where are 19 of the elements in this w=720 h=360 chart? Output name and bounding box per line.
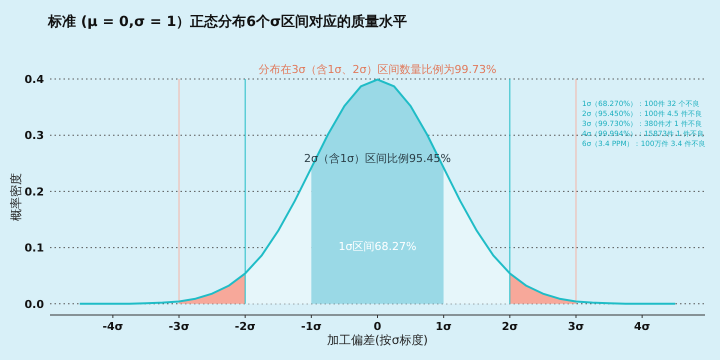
y-tick-label: 0.4: [24, 73, 44, 86]
annotation: 1σ区间68.27%: [338, 240, 416, 253]
x-tick-label: 4σ: [634, 320, 650, 333]
y-tick-label: 0.0: [24, 298, 44, 311]
x-tick-label: 0: [374, 320, 382, 333]
text: 分布在3σ（含1σ、2σ）区间数量比例为99.73%: [258, 63, 496, 76]
x-tick-label: 2σ: [502, 320, 518, 333]
y-tick-label: 0.2: [24, 185, 44, 198]
x-tick-label: -1σ: [300, 320, 322, 333]
chart-title: 标准 (μ = 0,σ = 1）正态分布6个σ区间对应的质量水平: [47, 13, 407, 30]
x-axis-title: 加工偏差(按σ标度): [327, 333, 428, 347]
x-tick-label: 1σ: [436, 320, 452, 333]
x-tick-label: -2σ: [234, 320, 256, 333]
x-tick-label: -4σ: [102, 320, 124, 333]
y-axis-title: 概率密度: [9, 173, 23, 221]
x-tick-label: -3σ: [168, 320, 190, 333]
y-tick-label: 0.3: [24, 129, 44, 142]
x-tick-label: 3σ: [568, 320, 584, 333]
y-tick-label: 0.1: [24, 242, 44, 255]
